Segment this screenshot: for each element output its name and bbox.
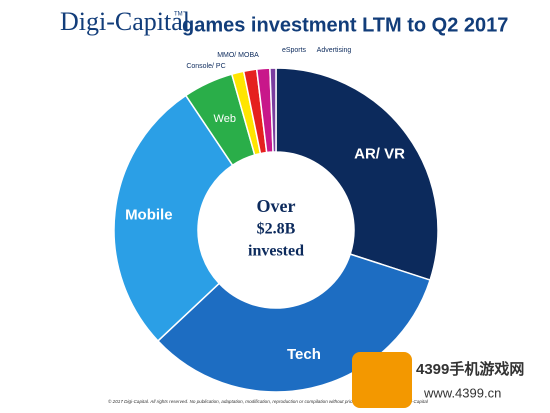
slice-label: MMO/ MOBA <box>217 52 259 59</box>
slice-label: Tech <box>287 346 321 363</box>
center-text: $2.8B <box>257 221 296 238</box>
watermark-logo <box>352 352 412 408</box>
slice-label: Web <box>214 113 236 125</box>
center-text: invested <box>248 243 304 260</box>
watermark: www.4399.cn <box>423 385 501 400</box>
slice-label: eSports <box>282 47 307 54</box>
chart-title: games investment LTM to Q2 2017 <box>182 14 508 36</box>
slice-label: Advertising <box>317 47 352 54</box>
watermark: 4399手机游戏网 <box>416 360 524 378</box>
slice-label: AR/ VR <box>354 146 405 163</box>
slice <box>113 94 234 342</box>
center-text: Over <box>257 196 296 216</box>
footnote: © 2017 Digi-Capital. All rights reserved… <box>108 398 429 404</box>
brand-mark: TM <box>174 12 183 18</box>
brand: Digi-Capital <box>60 7 190 36</box>
slice <box>275 67 439 282</box>
slice-label: Console/ PC <box>186 63 225 70</box>
slice-label: Mobile <box>125 207 173 224</box>
slice <box>269 67 277 153</box>
